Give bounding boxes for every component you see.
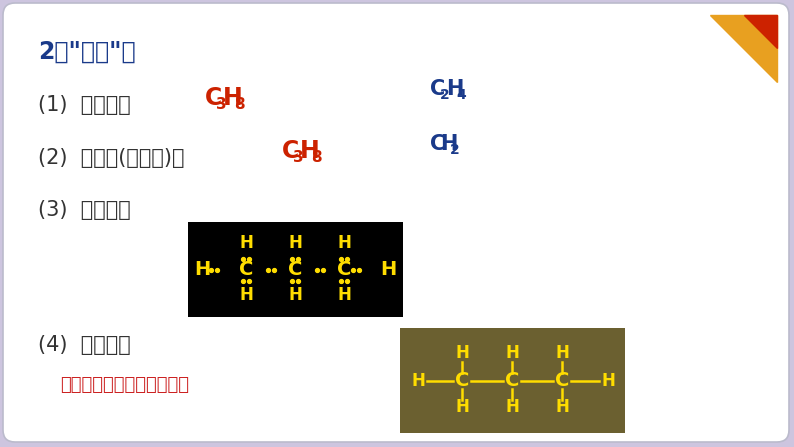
FancyBboxPatch shape (188, 222, 403, 317)
Text: H: H (505, 398, 519, 417)
Text: C: C (430, 134, 445, 154)
Text: H: H (223, 86, 243, 110)
Text: (3)  电子式：: (3) 电子式： (38, 200, 131, 220)
Text: C: C (239, 260, 253, 279)
Text: C: C (455, 371, 469, 390)
Text: 2: 2 (440, 88, 449, 102)
Text: C: C (337, 260, 351, 279)
Text: H: H (337, 235, 351, 253)
Text: H: H (194, 260, 210, 279)
Text: H: H (601, 371, 615, 389)
Text: H: H (300, 139, 320, 163)
Text: 3: 3 (216, 97, 226, 112)
Text: H: H (288, 235, 302, 253)
Text: C: C (287, 260, 303, 279)
FancyBboxPatch shape (400, 328, 625, 433)
Text: H: H (555, 398, 569, 417)
Text: H: H (239, 235, 253, 253)
FancyBboxPatch shape (3, 3, 789, 442)
Text: (2)  最简式(实验式)：: (2) 最简式(实验式)： (38, 148, 184, 168)
Text: 8: 8 (234, 97, 245, 112)
Text: C: C (505, 371, 519, 390)
Text: C: C (282, 139, 299, 163)
Text: H: H (446, 79, 464, 99)
Text: (4)  结构式：: (4) 结构式： (38, 335, 131, 355)
Text: H: H (380, 260, 396, 279)
Text: 3: 3 (293, 150, 303, 165)
Text: C: C (555, 371, 569, 390)
Text: H: H (555, 345, 569, 363)
Text: H: H (239, 287, 253, 304)
Text: C: C (205, 86, 222, 110)
Text: H: H (411, 371, 425, 389)
Text: H: H (440, 134, 457, 154)
Text: H: H (455, 398, 469, 417)
Text: (1)  分子式：: (1) 分子式： (38, 95, 131, 115)
Text: H: H (455, 345, 469, 363)
Text: 2: 2 (449, 143, 459, 157)
Text: H: H (337, 287, 351, 304)
Text: 4: 4 (456, 88, 466, 102)
Text: 2、"六式"：: 2、"六式"： (38, 40, 136, 64)
Text: H: H (505, 345, 519, 363)
Text: 8: 8 (311, 150, 322, 165)
Polygon shape (710, 15, 777, 82)
Polygon shape (744, 15, 777, 48)
Text: C: C (430, 79, 445, 99)
Text: 用一根短线表示一个共价键: 用一根短线表示一个共价键 (60, 376, 189, 394)
Text: H: H (288, 287, 302, 304)
